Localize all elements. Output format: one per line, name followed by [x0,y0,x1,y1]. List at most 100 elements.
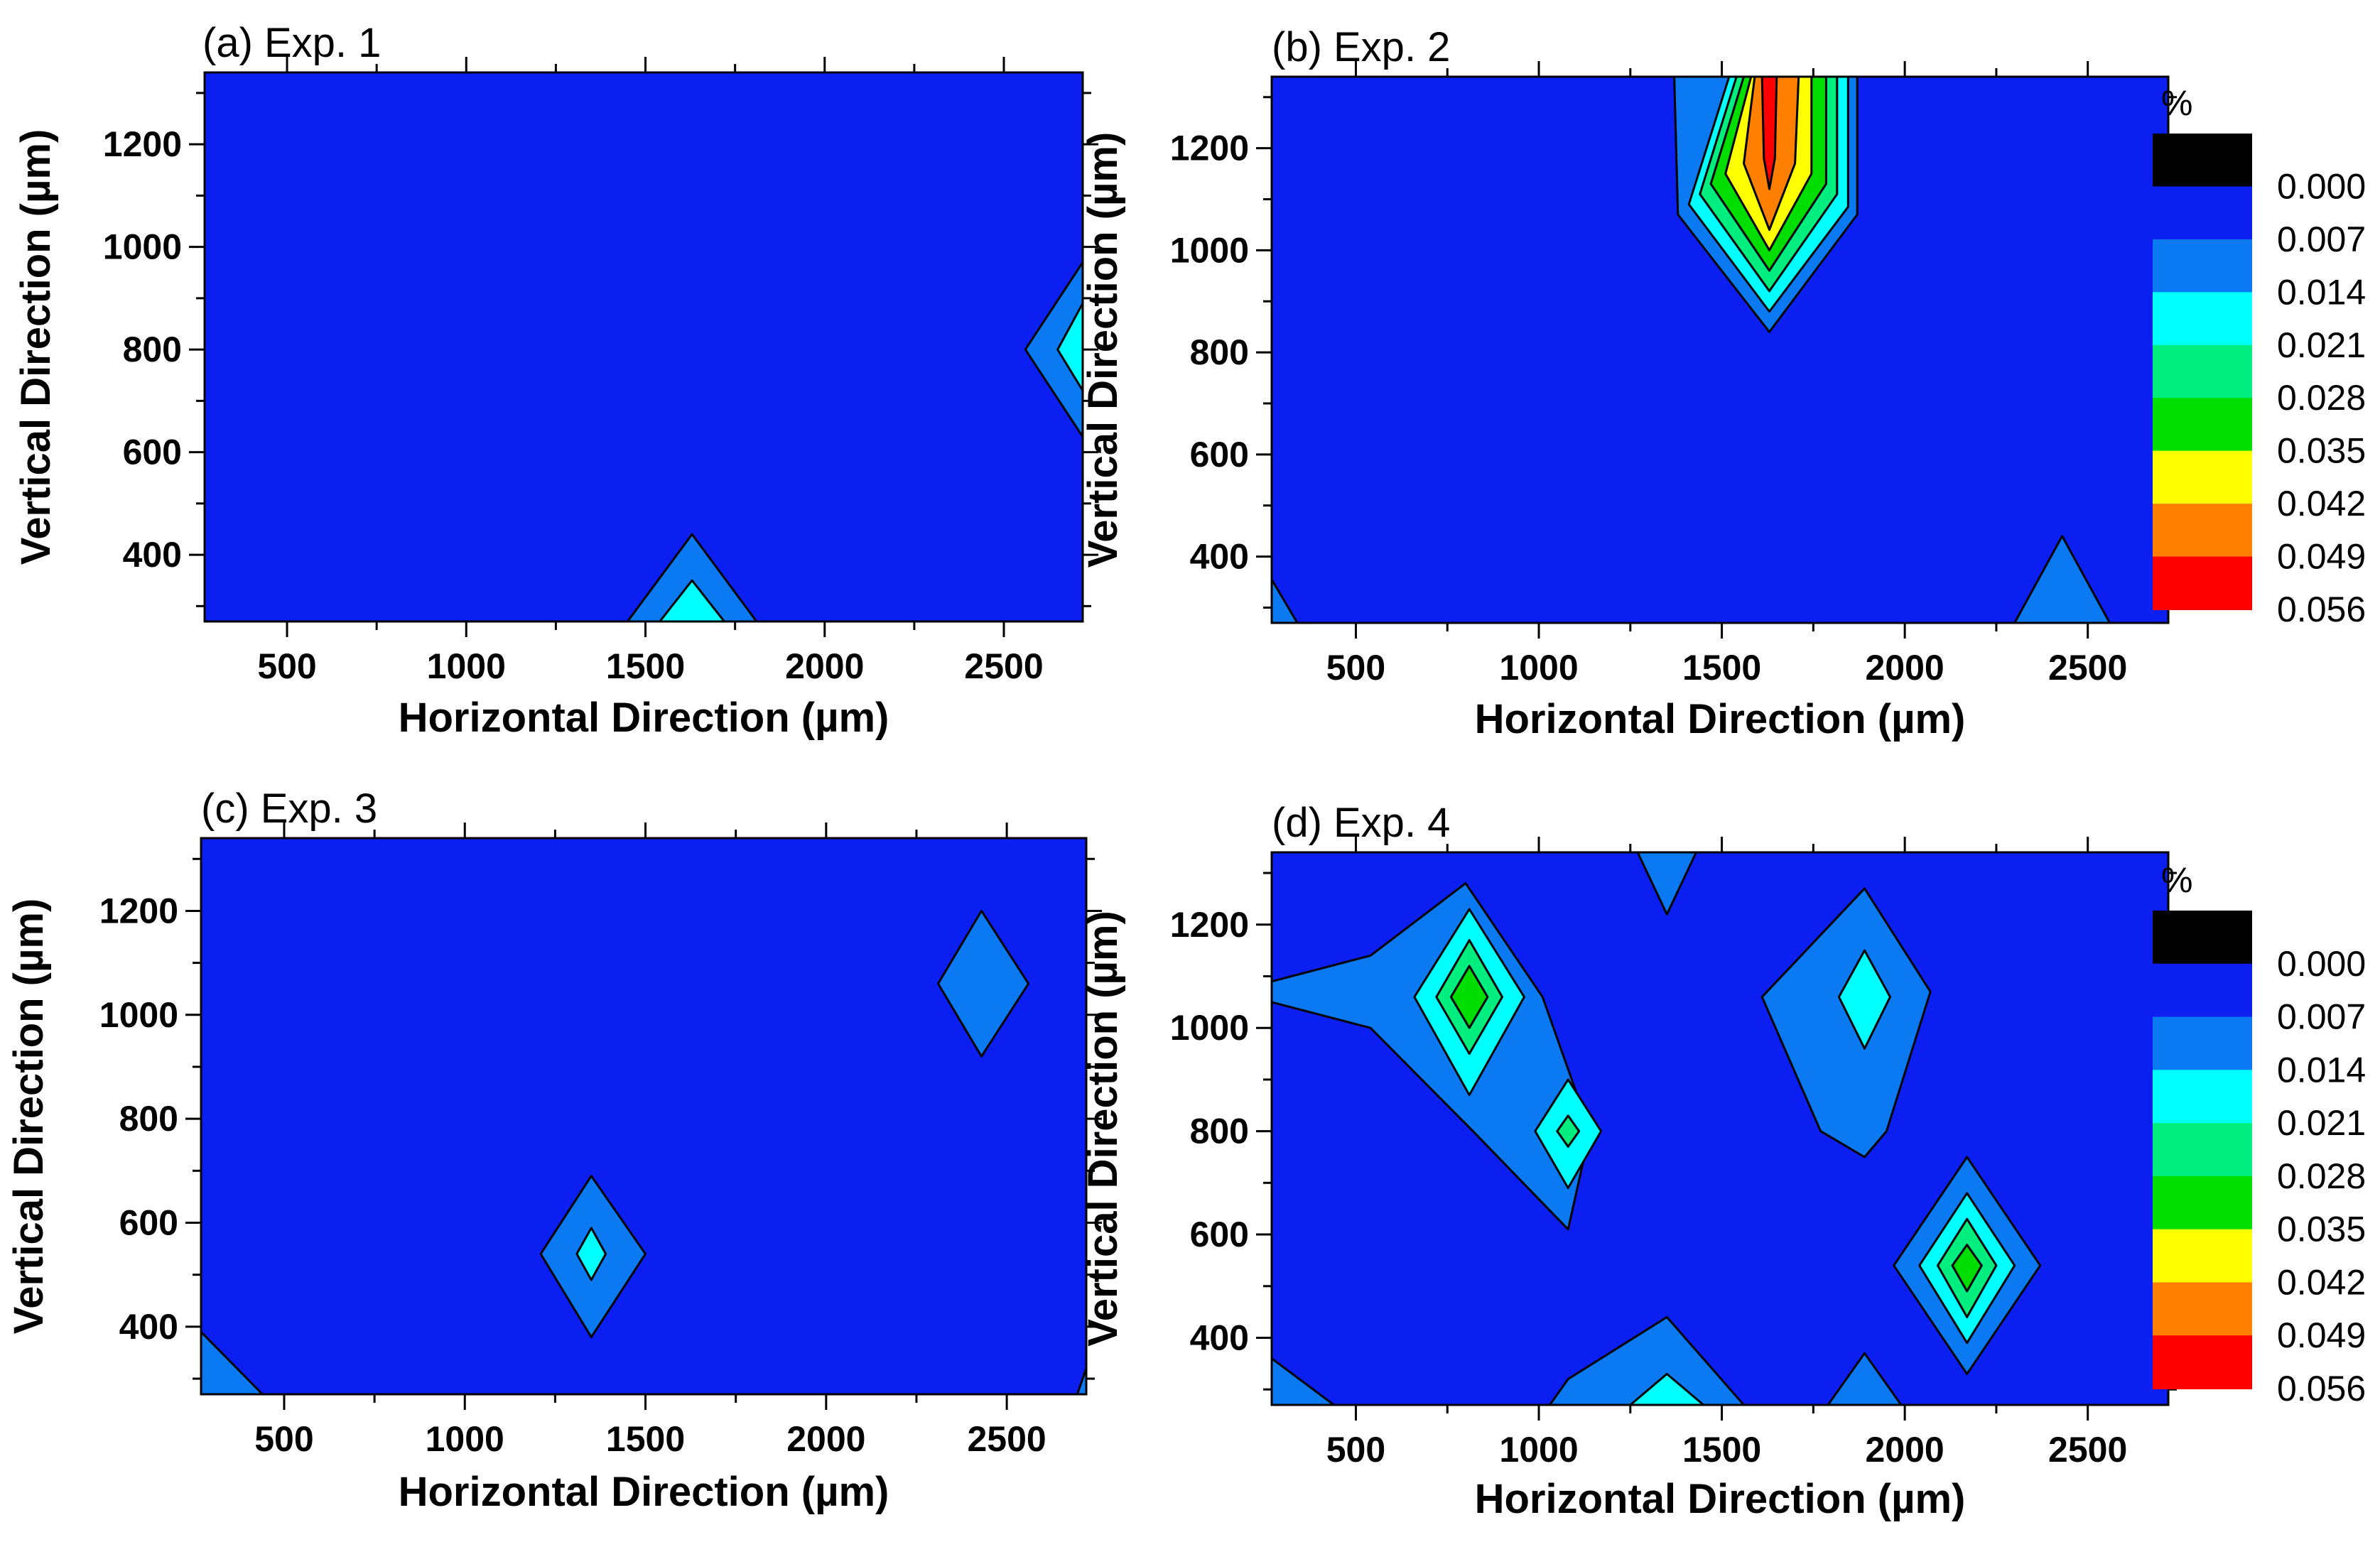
y-tick-label: 800 [123,330,182,369]
colorbar-label: 0.049 [2277,1315,2366,1355]
colorbar-swatch [2153,186,2252,240]
x-axis-label: Horizontal Direction (µm) [399,695,889,741]
x-axis: 500 1000 1500 2000 2500 [1326,61,2127,688]
contour-region-level-2 [1076,1367,1086,1394]
colorbar-label: 0.014 [2277,272,2366,312]
x-tick-label: 500 [1326,648,1385,688]
x-axis-label: Horizontal Direction (µm) [1475,1476,1966,1522]
plot-frame [203,71,1084,623]
x-tick-label: 1500 [1682,648,1761,688]
colorbar-label: 0.042 [2277,484,2366,523]
x-tick-label: 2500 [2048,648,2127,688]
y-tick-label: 1200 [1170,129,1249,168]
colorbar-swatch [2153,344,2252,399]
x-axis: 500 1000 1500 2000 2500 [1326,837,2127,1470]
x-tick-label: 500 [1326,1430,1385,1470]
x-tick-label: 500 [257,646,316,686]
panel-b: 500 1000 1500 2000 2500 400 600 800 1000 1200 (b) … [1080,24,2184,742]
contour-regions [1272,77,2111,623]
contour-region-level-3 [659,579,725,621]
colorbar-label: 0.028 [2277,378,2366,418]
colorbar-swatch [2153,1070,2252,1124]
colorbar-swatch [2153,504,2252,558]
colorbar-swatch [2153,556,2252,610]
colorbar-label: 0.021 [2277,1103,2366,1143]
colorbar-unit: % [2161,860,2192,900]
colorbar-swatch [2153,911,2252,965]
y-tick-label: 600 [1190,1215,1249,1254]
y-tick-label: 800 [1190,1112,1249,1151]
y-tick-label: 1000 [103,227,182,267]
contour-region-level-2 [1272,578,1299,623]
x-tick-label: 2000 [786,1419,865,1459]
colorbar-label: 0.021 [2277,325,2366,365]
colorbar-swatch [2153,1282,2252,1337]
contour-region-level-8 [1760,77,1778,190]
colorbar-label: 0.056 [2277,590,2366,629]
colorbar-label: 0.007 [2277,219,2366,259]
x-tick-label: 2000 [1866,648,1944,688]
y-tick-label: 600 [123,433,182,472]
colorbar-label: 0.000 [2277,166,2366,206]
colorbar-swatch [2153,398,2252,452]
y-tick-label: 400 [1190,537,1249,577]
y-tick-label: 1000 [1170,230,1249,270]
colorbar-top: % 0.000 0.007 0.014 0.021 0.028 0.035 0.042 0.04… [2153,83,2366,629]
contour-region-level-5 [1449,965,1489,1029]
x-axis-label: Horizontal Direction (µm) [399,1469,889,1515]
y-tick-label: 400 [1190,1318,1249,1357]
panel-d: 500 1000 1500 2000 2500 400 600 800 1000 1200 (d) … [1080,800,2184,1522]
y-axis-label: Vertical Direction (µm) [6,898,52,1335]
colorbar-swatch [2153,292,2252,346]
x-tick-label: 2000 [785,646,864,686]
contour-background [201,838,1086,1394]
colorbar-swatch [2153,963,2252,1018]
contour-background [205,72,1083,621]
colorbar-label: 0.000 [2277,944,2366,984]
y-axis: 400 600 800 1000 1200 [1170,872,2184,1391]
colorbar-label: 0.035 [2277,1210,2366,1249]
x-tick-label: 1500 [606,646,685,686]
colorbar-label: 0.056 [2277,1369,2366,1408]
contour-region-level-3 [575,1227,607,1281]
contour-regions [1272,852,2168,1405]
contour-region-level-4 [1556,1114,1581,1148]
colorbar-label: 0.014 [2277,1050,2366,1090]
panel-title: (a) Exp. 1 [202,20,381,66]
contour-region-level-2 [1760,887,1932,1158]
colorbar-bottom: % 0.000 0.007 0.014 0.021 0.028 0.035 0.042 0.04… [2153,860,2366,1408]
colorbar-swatch [2153,239,2252,293]
contour-region-level-3 [1837,949,1891,1050]
panel-title: (b) Exp. 2 [1272,24,1450,70]
panel-title: (c) Exp. 3 [201,786,377,832]
x-tick-label: 1500 [1682,1430,1761,1470]
x-tick-label: 2500 [2048,1430,2127,1470]
contour-region-level-2 [1636,852,1697,916]
y-tick-label: 1000 [99,995,178,1035]
y-axis-label: Vertical Direction (µm) [13,129,59,565]
colorbar-swatch [2153,450,2252,505]
contour-region-level-3 [1056,302,1083,392]
contour-region-level-2 [1549,1315,1745,1405]
y-tick-label: 1200 [103,124,182,164]
x-tick-label: 2000 [1866,1430,1944,1470]
colorbar-label: 0.042 [2277,1262,2366,1302]
y-tick-label: 1000 [1170,1008,1249,1048]
contour-region-level-2 [1024,261,1083,438]
x-tick-label: 1000 [427,646,506,686]
x-axis: 500 1000 1500 2000 2500 [257,57,1044,686]
x-tick-label: 1000 [1499,1430,1578,1470]
contour-regions [201,909,1086,1394]
contour-region-level-2 [1272,1357,1336,1405]
y-tick-label: 1200 [1170,905,1249,945]
contour-region-level-2 [201,1330,264,1394]
y-tick-label: 800 [119,1099,178,1139]
x-tick-label: 2500 [964,646,1043,686]
y-tick-label: 800 [1190,332,1249,372]
contour-regions [626,261,1083,621]
colorbar-label: 0.049 [2277,537,2366,577]
x-tick-label: 1000 [426,1419,504,1459]
contour-region-level-2 [937,909,1030,1058]
y-tick-label: 400 [123,535,182,575]
